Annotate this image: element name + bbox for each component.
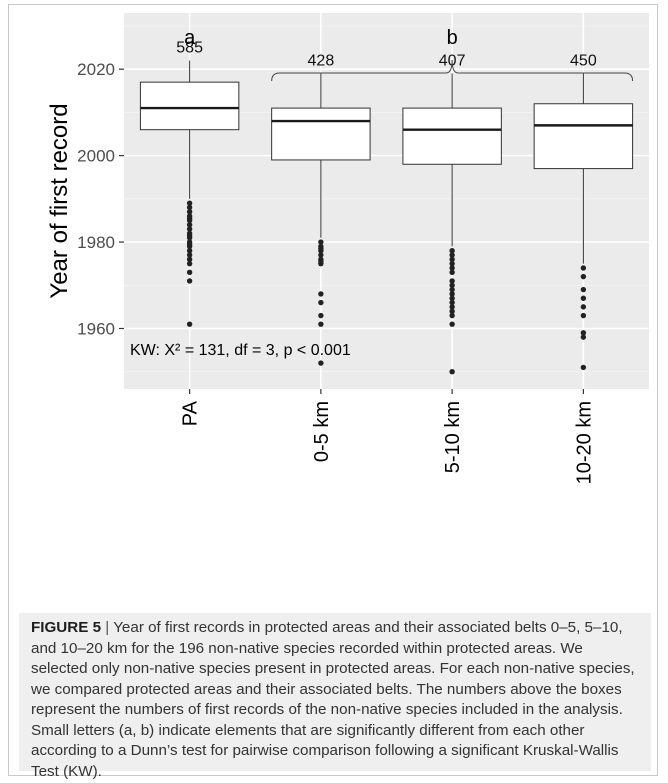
outlier-point <box>186 256 193 263</box>
outlier-point <box>449 286 455 293</box>
outlier-point <box>186 235 193 241</box>
outlier-point <box>318 299 324 306</box>
outlier-point <box>186 217 193 224</box>
outlier-point <box>318 321 324 327</box>
outlier-point <box>318 248 324 254</box>
outlier-point <box>449 252 455 258</box>
outlier-point <box>580 265 587 271</box>
outlier-point <box>186 209 193 215</box>
caption-text: Year of first records in protected areas… <box>31 619 635 780</box>
figure-card: 1960 1980 2000 2020 PA 0-5 km 5-10 km 10-20 km… <box>8 4 658 780</box>
outlier-point <box>580 304 587 310</box>
outlier-point <box>186 252 193 258</box>
outlier-point <box>580 295 587 301</box>
outlier-point <box>186 278 193 284</box>
outlier-point <box>449 369 455 375</box>
x-tick-label: PA <box>180 400 202 426</box>
outlier-point <box>318 291 324 297</box>
outlier-point <box>580 364 587 371</box>
y-axis-title: Year of first record <box>46 103 73 298</box>
outlier-point <box>449 269 455 276</box>
x-tick-label: 10-20 km <box>573 401 595 484</box>
outlier-point <box>449 312 455 319</box>
outlier-point <box>318 260 324 267</box>
group-bracket <box>271 59 634 82</box>
outlier-point <box>580 330 587 336</box>
outlier-point <box>580 273 587 280</box>
x-tick-label: 0-5 km <box>311 401 333 462</box>
outlier-point <box>449 308 455 314</box>
x-axis: PA 0-5 km 5-10 km 10-20 km <box>180 389 595 484</box>
x-tick-label: 5-10 km <box>442 401 464 473</box>
box-plot: 1960 1980 2000 2020 PA 0-5 km 5-10 km 10-20 km… <box>46 13 649 484</box>
outlier-point <box>186 243 193 250</box>
outlier-point <box>449 282 455 288</box>
outlier-point <box>186 226 193 232</box>
boxes-layer <box>139 60 634 375</box>
figure-caption: FIGURE 5 | Year of first records in prot… <box>31 618 639 782</box>
outlier-point <box>449 321 455 327</box>
y-tick-label: 1960 <box>77 319 115 338</box>
y-tick-label: 1980 <box>77 233 115 252</box>
outlier-point <box>186 204 193 211</box>
y-tick-label: 2000 <box>77 147 115 166</box>
box-iqr <box>402 107 502 165</box>
box-iqr <box>271 107 371 161</box>
box-iqr <box>139 81 240 131</box>
outlier-point <box>318 252 324 258</box>
outlier-point <box>449 278 455 284</box>
outlier-point <box>186 222 193 228</box>
outlier-point <box>186 248 193 254</box>
group-letter: a <box>184 27 196 49</box>
outlier-point <box>186 269 193 276</box>
outlier-point <box>580 312 587 319</box>
plot-panel <box>124 13 649 389</box>
outlier-point <box>449 299 455 306</box>
outlier-point <box>186 321 193 327</box>
kruskal-wallis-annotation: KW: X² = 131, df = 3, p < 0.001 <box>130 342 351 359</box>
outlier-point <box>449 256 455 263</box>
outlier-point <box>449 304 455 310</box>
figure-label: FIGURE 5 <box>31 619 102 636</box>
count-label: 585 <box>176 40 203 57</box>
outlier-point <box>449 291 455 297</box>
y-axis: 1960 1980 2000 2020 <box>77 60 124 338</box>
outlier-point <box>318 239 324 245</box>
outlier-point <box>449 265 455 271</box>
y-tick-label: 2020 <box>77 60 115 79</box>
outlier-point <box>449 248 455 254</box>
outlier-point <box>449 260 455 267</box>
outlier-point <box>580 286 587 293</box>
caption-box: FIGURE 5 | Year of first records in prot… <box>19 613 651 780</box>
outlier-point <box>580 334 587 340</box>
outlier-point <box>318 360 324 366</box>
count-label: 450 <box>570 53 597 70</box>
group-letter: b <box>447 27 458 49</box>
outlier-point <box>449 295 455 301</box>
outlier-point <box>186 200 193 206</box>
outlier-point <box>318 312 324 319</box>
outlier-point <box>186 260 193 267</box>
box-iqr <box>533 103 634 170</box>
caption-separator: | <box>105 619 110 636</box>
count-label: 428 <box>308 53 335 70</box>
